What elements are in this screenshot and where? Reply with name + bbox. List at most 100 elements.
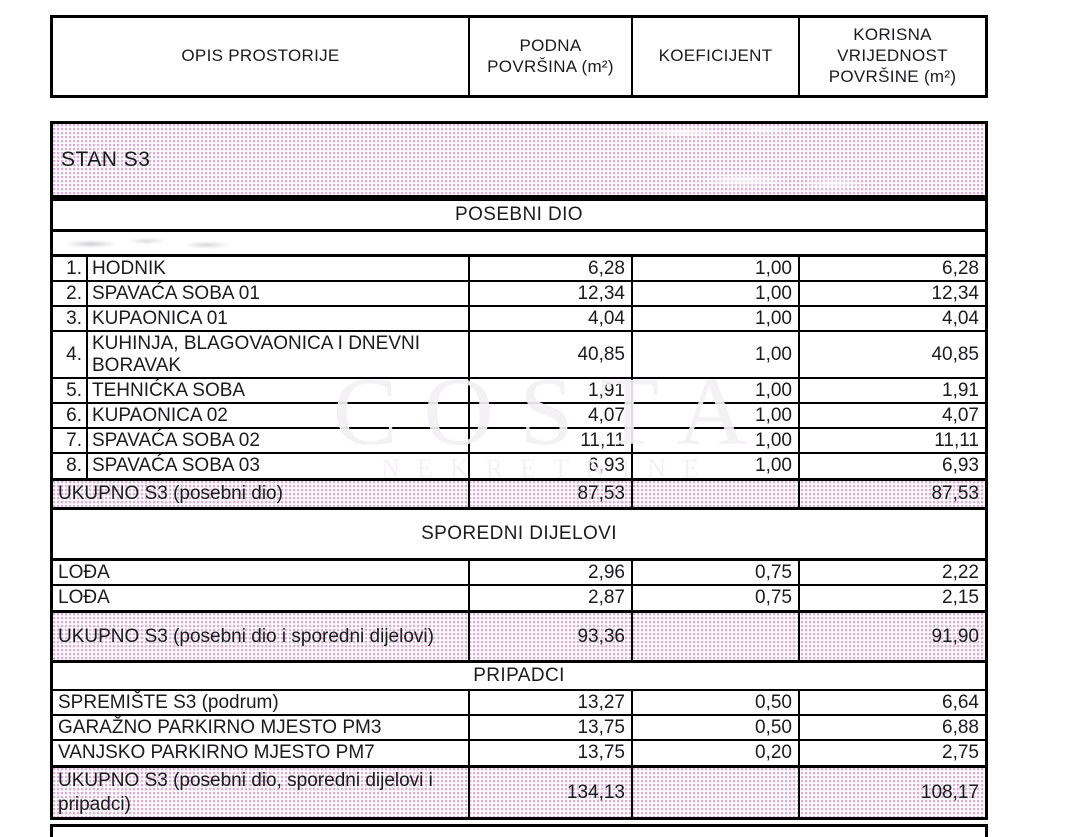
row-number-cell: 1.	[53, 257, 88, 280]
korisna-vrijednost-cell: 2,15	[798, 586, 985, 610]
scan-artifact	[673, 166, 893, 194]
total-row-sve-ukupno: UKUPNO S3 (posebni dio, sporedni dijelov…	[53, 765, 985, 817]
next-section-cutoff	[50, 824, 988, 837]
scan-artifact	[61, 236, 251, 250]
section-title-pripadci: PRIPADCI	[53, 663, 985, 691]
total-row-posebni-dio: UKUPNO S3 (posebni dio) 87,53 87,53	[53, 478, 985, 510]
koeficijent-cell: 1,00	[631, 257, 798, 280]
korisna-vrijednost-cell: 2,22	[798, 561, 985, 584]
row-number-cell: 7.	[53, 429, 88, 452]
room-name-cell: VANJSKO PARKIRNO MJESTO PM7	[58, 742, 375, 764]
room-name-cell: SPAVAĆA SOBA 02	[92, 429, 260, 451]
table-row: 4. KUHINJA, BLAGOVAONICA I DNEVNI BORAVA…	[53, 332, 985, 379]
podna-povrsina-cell: 1,91	[468, 379, 631, 402]
korisna-vrijednost-cell: 91,90	[798, 613, 985, 660]
podna-povrsina-cell: 13,75	[468, 741, 631, 765]
total-label-cell: UKUPNO S3 (posebni dio i sporedni dijelo…	[58, 625, 434, 647]
scan-artifact	[623, 124, 813, 140]
korisna-vrijednost-cell: 108,17	[798, 768, 985, 817]
row-number-cell: 3.	[53, 307, 88, 330]
podna-povrsina-cell: 4,04	[468, 307, 631, 330]
room-name-cell: LOĐA	[58, 561, 110, 583]
sporedni-dijelovi-rows: LOĐA 2,96 0,75 2,22 LOĐA 2,87 0,75 2,15	[53, 561, 985, 610]
koeficijent-cell	[631, 481, 798, 507]
koeficijent-cell: 1,00	[631, 379, 798, 402]
header-opis-prostorije: OPIS PROSTORIJE	[181, 46, 340, 66]
table-row: 8. SPAVAĆA SOBA 03 6,93 1,00 6,93	[53, 454, 985, 478]
korisna-vrijednost-cell: 6,93	[798, 454, 985, 478]
podna-povrsina-cell: 2,96	[468, 561, 631, 584]
table-row: 1. HODNIK 6,28 1,00 6,28	[53, 257, 985, 282]
podna-povrsina-cell: 2,87	[468, 586, 631, 610]
koeficijent-cell: 1,00	[631, 454, 798, 478]
room-name-cell: SPAVAĆA SOBA 01	[92, 282, 260, 304]
table-row: VANJSKO PARKIRNO MJESTO PM7 13,75 0,20 2…	[53, 741, 985, 765]
total-label-cell: UKUPNO S3 (posebni dio, sporedni dijelov…	[58, 769, 433, 815]
korisna-vrijednost-cell: 2,75	[798, 741, 985, 765]
row-number-cell: 6.	[53, 404, 88, 427]
header-podna-povrsina: PODNA POVRŠINA (m²)	[468, 18, 631, 95]
row-number-cell: 8.	[53, 454, 88, 478]
korisna-vrijednost-cell: 4,07	[798, 404, 985, 427]
koeficijent-cell: 1,00	[631, 404, 798, 427]
korisna-vrijednost-cell: 87,53	[798, 481, 985, 507]
empty-row	[53, 232, 985, 257]
koeficijent-cell: 0,75	[631, 586, 798, 610]
koeficijent-cell: 0,50	[631, 716, 798, 739]
korisna-vrijednost-cell: 6,28	[798, 257, 985, 280]
room-name-cell: TEHNIĆKA SOBA	[92, 379, 246, 401]
koeficijent-cell: 1,00	[631, 307, 798, 330]
table-row: SPREMIŠTE S3 (podrum) 13,27 0,50 6,64	[53, 691, 985, 716]
table-document: OPIS PROSTORIJE PODNA POVRŠINA (m²) KOEF…	[50, 15, 988, 837]
table-row: LOĐA 2,96 0,75 2,22	[53, 561, 985, 586]
podna-povrsina-cell: 93,36	[468, 613, 631, 660]
posebni-dio-rows: 1. HODNIK 6,28 1,00 6,28 2. SPAVAĆA SOBA…	[53, 257, 985, 478]
room-name-cell: KUHINJA, BLAGOVAONICA I DNEVNI BORAVAK	[92, 332, 421, 376]
podna-povrsina-cell: 13,27	[468, 691, 631, 714]
koeficijent-cell: 0,50	[631, 691, 798, 714]
table-row: 6. KUPAONICA 02 4,07 1,00 4,07	[53, 404, 985, 429]
table-row: 7. SPAVAĆA SOBA 02 11,11 1,00 11,11	[53, 429, 985, 454]
korisna-vrijednost-cell: 11,11	[798, 429, 985, 452]
table-row: 3. KUPAONICA 01 4,04 1,00 4,04	[53, 307, 985, 332]
row-number-cell: 5.	[53, 379, 88, 402]
koeficijent-cell: 0,75	[631, 561, 798, 584]
room-name-cell: GARAŽNO PARKIRNO MJESTO PM3	[58, 716, 382, 738]
room-name-cell: LOĐA	[58, 587, 110, 609]
podna-povrsina-cell: 11,11	[468, 429, 631, 452]
podna-povrsina-cell: 12,34	[468, 282, 631, 305]
room-name-cell: KUPAONICA 01	[92, 307, 228, 329]
koeficijent-cell: 1,00	[631, 282, 798, 305]
room-name-cell: HODNIK	[92, 257, 166, 279]
table-row: 2. SPAVAĆA SOBA 01 12,34 1,00 12,34	[53, 282, 985, 307]
unit-banner-label: STAN S3	[61, 147, 151, 171]
section-title-sporedni-dijelovi: SPOREDNI DIJELOVI	[53, 510, 985, 561]
table-row: GARAŽNO PARKIRNO MJESTO PM3 13,75 0,50 6…	[53, 716, 985, 741]
room-name-cell: SPAVAĆA SOBA 03	[92, 455, 260, 477]
podna-povrsina-cell: 13,75	[468, 716, 631, 739]
koeficijent-cell: 1,00	[631, 332, 798, 377]
header-koeficijent: KOEFICIJENT	[631, 18, 798, 95]
korisna-vrijednost-cell: 40,85	[798, 332, 985, 377]
korisna-vrijednost-cell: 6,64	[798, 691, 985, 714]
main-table: POSEBNI DIO 1. HODNIK 6,28 1,00 6,28 2.	[50, 198, 988, 820]
row-number-cell: 4.	[53, 332, 88, 377]
unit-banner: STAN S3	[50, 121, 988, 198]
podna-povrsina-cell: 134,13	[468, 768, 631, 817]
room-name-cell: KUPAONICA 02	[92, 404, 228, 426]
koeficijent-cell: 1,00	[631, 429, 798, 452]
podna-povrsina-cell: 6,28	[468, 257, 631, 280]
koeficijent-cell: 0,20	[631, 741, 798, 765]
total-label-cell: UKUPNO S3 (posebni dio)	[58, 483, 283, 505]
row-number-cell: 2.	[53, 282, 88, 305]
podna-povrsina-cell: 40,85	[468, 332, 631, 377]
korisna-vrijednost-cell: 4,04	[798, 307, 985, 330]
podna-povrsina-cell: 4,07	[468, 404, 631, 427]
koeficijent-cell	[631, 768, 798, 817]
koeficijent-cell	[631, 613, 798, 660]
podna-povrsina-cell: 87,53	[468, 481, 631, 507]
header-korisna-vrijednost: KORISNA VRIJEDNOST POVRŠINE (m²)	[798, 18, 985, 95]
section-title-posebni-dio: POSEBNI DIO	[53, 201, 985, 232]
table-header-row: OPIS PROSTORIJE PODNA POVRŠINA (m²) KOEF…	[50, 15, 988, 98]
